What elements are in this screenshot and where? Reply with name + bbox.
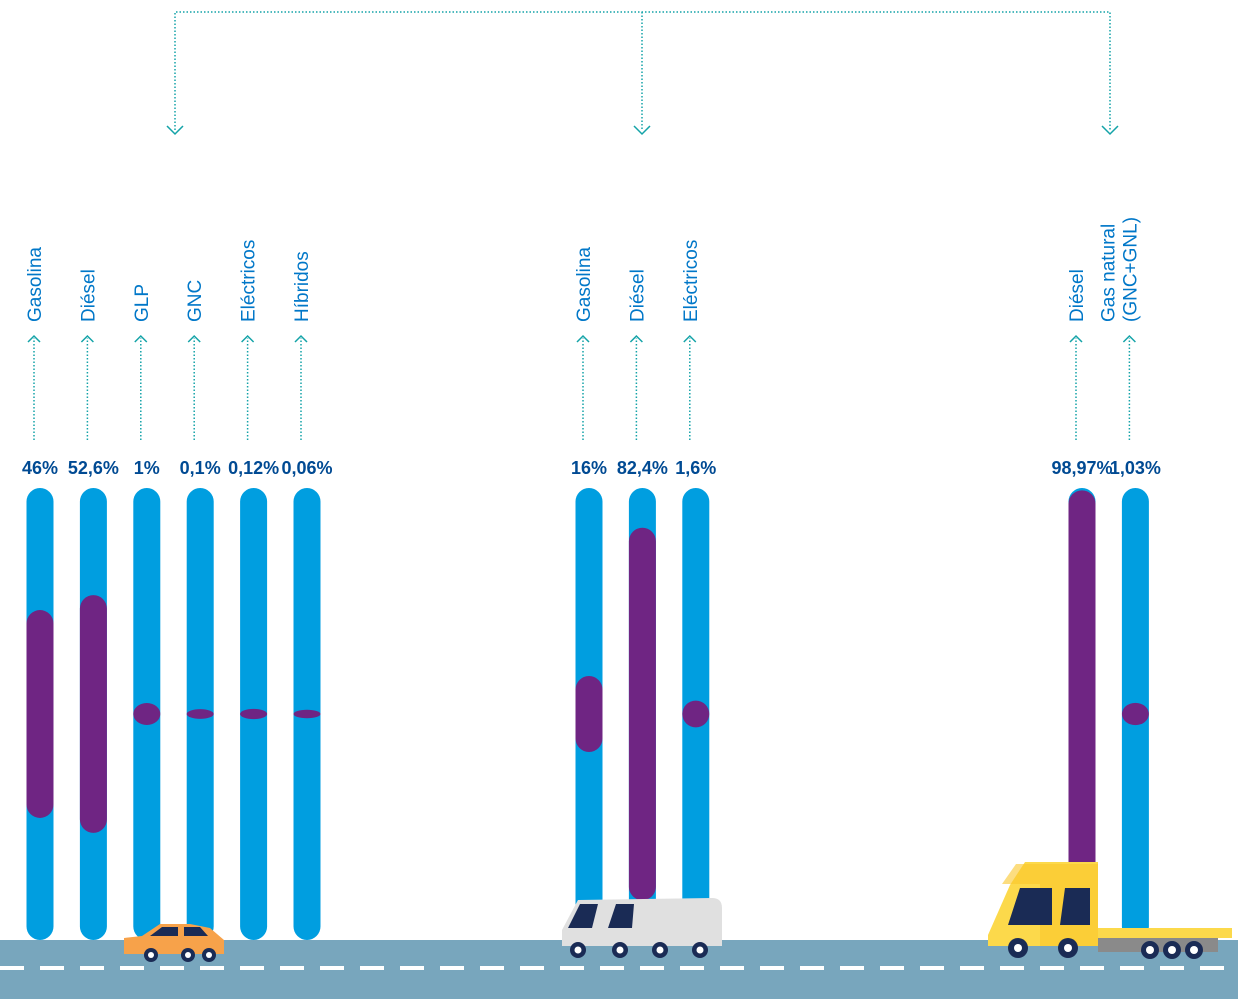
bar <box>133 703 161 725</box>
bar-group: 16% Gasolina <box>571 247 607 940</box>
value-label: 0,12% <box>228 458 279 478</box>
connector-arrow <box>166 125 1119 136</box>
bar-group: 0,06% Híbridos <box>281 251 333 940</box>
value-label: 82,4% <box>617 458 668 478</box>
bars: 46% Gasolina 52,6% Diésel 1% GLP 0,1% GNC 0,12% E… <box>22 217 1161 940</box>
value-label: 16% <box>571 458 607 478</box>
bar-group: 98,97% Diésel <box>1051 269 1113 940</box>
vehicle-part <box>1146 946 1154 954</box>
label-arrow-head <box>241 334 255 343</box>
label-arrow-head <box>1122 334 1136 343</box>
vehicle-part <box>1008 888 1090 925</box>
bar-group: 46% Gasolina <box>22 247 58 940</box>
category-label: Eléctricos <box>681 240 702 322</box>
bar <box>26 610 54 818</box>
bar-group: 0,12% Eléctricos <box>228 240 279 940</box>
bar-group: 52,6% Diésel <box>68 269 119 940</box>
label-arrow-head <box>576 334 590 343</box>
vehicle-part <box>1098 928 1232 938</box>
label-arrow-head <box>187 334 201 343</box>
category-label: Eléctricos <box>239 240 260 322</box>
vehicle-part <box>185 952 191 958</box>
vehicle-part <box>568 904 634 928</box>
bar <box>240 708 268 720</box>
label-arrow-head <box>80 334 94 343</box>
bar <box>575 676 603 752</box>
vehicle-part <box>574 946 582 954</box>
vehicle-part <box>150 927 208 936</box>
label-arrow-head <box>294 334 308 343</box>
bar-group: 1,03% Gas natural (GNC+GNL) <box>1098 217 1161 940</box>
value-label: 0,1% <box>180 458 221 478</box>
value-label: 0,06% <box>281 458 332 478</box>
vehicle-part <box>562 898 722 946</box>
value-label: 1,03% <box>1110 458 1161 478</box>
vehicle-part <box>148 952 154 958</box>
category-label: GLP <box>132 284 153 322</box>
value-label: 52,6% <box>68 458 119 478</box>
bar <box>682 700 710 728</box>
value-label: 46% <box>22 458 58 478</box>
vehicle-part <box>616 946 624 954</box>
label-arrow-head <box>27 334 41 343</box>
vehicle-part <box>206 952 212 958</box>
label-arrow-head <box>134 334 148 343</box>
category-label: Gasolina <box>574 247 595 322</box>
vehicle-part <box>656 946 664 954</box>
bar-group: 1,6% Eléctricos <box>675 240 716 940</box>
bar-group: 1% GLP <box>132 284 161 940</box>
label-arrow-head <box>629 334 643 343</box>
truck <box>988 862 1232 959</box>
category-label: Híbridos <box>292 251 313 322</box>
bar <box>293 709 321 719</box>
connectors <box>166 11 1119 136</box>
bar <box>186 709 214 719</box>
van <box>562 898 722 958</box>
bar <box>1121 702 1149 726</box>
category-label: (GNC+GNL) <box>1120 217 1141 322</box>
bar-group: 0,1% GNC <box>180 280 221 940</box>
bar <box>1068 490 1096 938</box>
vehicle-part <box>1190 946 1198 954</box>
connector-line <box>174 11 1111 130</box>
vehicle-part <box>1014 944 1022 952</box>
bar-group: 82,4% Diésel <box>617 269 668 940</box>
value-label: 1% <box>134 458 160 478</box>
bar <box>628 527 656 901</box>
label-arrow-head <box>1069 334 1083 343</box>
label-arrow-head <box>683 334 697 343</box>
vehicle-part <box>1168 946 1176 954</box>
category-label: Gas natural <box>1098 224 1119 322</box>
value-label: 1,6% <box>675 458 716 478</box>
value-label: 98,97% <box>1051 458 1112 478</box>
category-label: GNC <box>185 280 206 322</box>
category-label: Diésel <box>1067 269 1088 322</box>
car <box>124 924 224 962</box>
vehicle-part <box>696 946 704 954</box>
bar <box>79 595 107 833</box>
category-label: Gasolina <box>25 247 46 322</box>
vehicle-part <box>1064 944 1072 952</box>
category-label: Diésel <box>78 269 99 322</box>
category-label: Diésel <box>627 269 648 322</box>
